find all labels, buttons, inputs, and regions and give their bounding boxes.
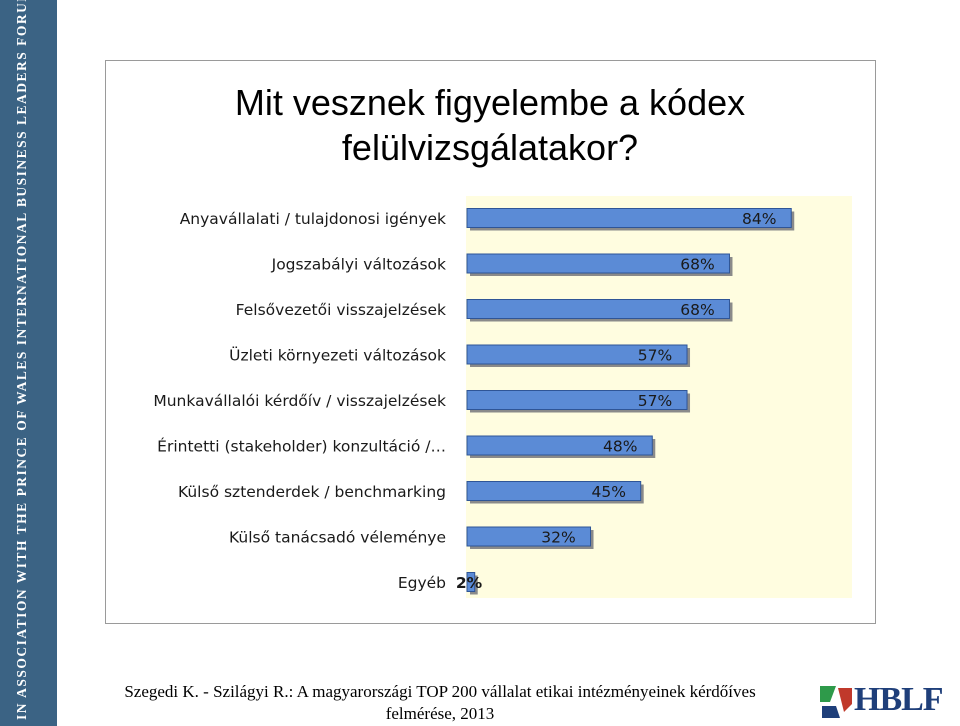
value-label: 48% [603,438,637,456]
footer-line2: felmérése, 2013 [385,704,495,723]
slide-title-line1: Mit vesznek figyelembe a kódex [234,82,746,123]
category-label: Külső sztenderdek / benchmarking [178,483,446,501]
bar [466,481,642,501]
category-label: Jogszabályi változások [271,256,446,274]
footer-citation: Szegedi K. - Szilágyi R.: A magyarország… [70,681,810,725]
slide-title: Mit vesznek figyelembe a kódex felülvizs… [210,80,770,170]
category-label: Anyavállalati / tulajdonosi igények [180,210,446,228]
value-label: 2% [456,574,483,592]
category-label: Felsővezetői visszajelzések [236,301,446,319]
value-label: 84% [742,210,776,228]
category-label: Külső tanácsadó véleménye [229,529,446,547]
slide-title-line2: felülvizsgálatakor? [341,127,639,168]
bar [466,253,730,274]
category-label: Egyéb [398,574,446,592]
footer-line1: Szegedi K. - Szilágyi R.: A magyarország… [124,682,756,701]
value-label: 32% [541,529,575,547]
category-label: Munkavállalói kérdőív / visszajelzések [153,392,446,410]
value-label: 57% [638,392,672,410]
bar [466,572,476,592]
bar [466,344,688,365]
value-label: 68% [680,301,714,319]
bar [466,299,730,319]
bar [466,435,653,456]
category-label: Érintetti (stakeholder) konzultáció /… [157,437,446,456]
value-label: 57% [638,347,672,365]
value-label: 45% [591,483,625,501]
logo-text: HBLF [854,681,944,718]
value-label: 68% [680,256,714,274]
side-banner: IN ASSOCIATION WITH THE PRINCE OF WALES … [0,0,57,726]
bar [466,390,688,410]
bar [466,526,592,547]
logo-mark-icon [820,686,852,718]
category-label: Üzleti környezeti változások [229,346,446,365]
bar [466,208,792,228]
hblf-logo: HBLF [812,676,960,724]
